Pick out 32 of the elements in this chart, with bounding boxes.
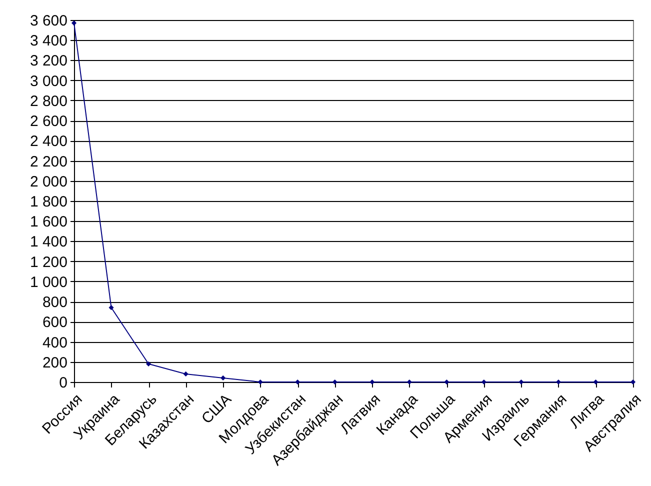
point: [108, 305, 114, 310]
y-tick-label: 1 800: [30, 194, 68, 210]
point: [183, 371, 188, 377]
point: [444, 379, 450, 385]
point: [370, 379, 375, 385]
y-tick-label: 2 200: [30, 153, 68, 170]
y-tick-label: 3 000: [30, 72, 68, 90]
y-tick-label: 2 600: [30, 113, 68, 130]
y-tick-label: 3 600: [30, 12, 68, 30]
point: [332, 379, 338, 385]
y-tick-label: 1 000: [30, 274, 68, 291]
y-tick-label: 800: [42, 294, 68, 312]
point: [406, 379, 412, 385]
point: [295, 379, 300, 385]
y-tick-label: 2 400: [30, 133, 68, 150]
y-tick-label: 1 600: [30, 214, 68, 231]
point: [481, 379, 486, 385]
point: [258, 379, 263, 385]
y-tick-label: 1 200: [30, 254, 68, 271]
y-tick-label: 2 800: [30, 92, 68, 110]
point: [146, 361, 152, 366]
y-tick-label: 1 400: [30, 234, 68, 251]
y-tick-label: 2 000: [30, 173, 68, 190]
y-tick-label: 600: [42, 314, 68, 332]
y-tick-label: 200: [42, 354, 68, 372]
y-tick-label: 3 400: [30, 32, 68, 50]
y-tick-label: 400: [42, 334, 68, 352]
y-tick-label: 3 200: [30, 52, 68, 70]
point: [220, 375, 226, 381]
point: [518, 379, 524, 385]
y-tick-label: 0: [59, 374, 68, 392]
point: [593, 379, 598, 385]
